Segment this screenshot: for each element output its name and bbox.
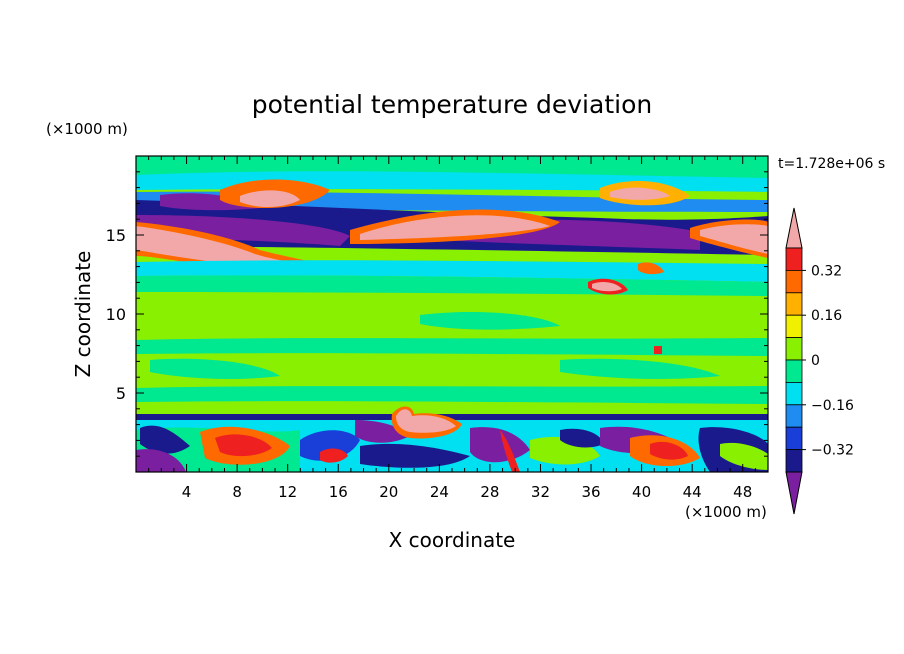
- time-label: t=1.728e+06 s: [778, 156, 885, 172]
- x-tick-label: 40: [632, 483, 651, 501]
- x-axis-label: X coordinate: [389, 528, 516, 552]
- x-tick-label: 12: [278, 483, 297, 501]
- chart-title: potential temperature deviation: [252, 90, 652, 119]
- x-tick-label: 28: [480, 483, 499, 501]
- y-axis: 5 10 15: [106, 171, 768, 457]
- y-unit-label: (×1000 m): [46, 120, 128, 138]
- colorbar-swatch: [785, 381, 803, 406]
- x-unit-label: (×1000 m): [685, 503, 767, 521]
- colorbar-label: −0.32: [811, 443, 854, 459]
- colorbar-swatch: [785, 292, 803, 316]
- x-tick-label: 20: [379, 483, 398, 501]
- colorbar-swatch: [785, 247, 803, 271]
- colorbar-label: 0: [811, 353, 820, 369]
- x-tick-label: 16: [329, 483, 348, 501]
- x-tick-label: 36: [581, 483, 600, 501]
- colorbar-swatch: [785, 337, 803, 361]
- colorbar-swatch: [785, 314, 803, 339]
- x-tick-label: 8: [232, 483, 242, 501]
- colorbar-max-triangle: [785, 207, 803, 249]
- colorbar-swatch: [785, 404, 803, 428]
- colorbar-swatch: [785, 359, 803, 383]
- x-tick-label: 32: [531, 483, 550, 501]
- x-tick-label: 4: [182, 483, 192, 501]
- y-tick-label: 5: [116, 384, 126, 403]
- y-axis-label: Z coordinate: [71, 251, 95, 378]
- colorbar-min-triangle: [785, 471, 803, 515]
- contour-field: [136, 156, 768, 472]
- colorbar-swatch: [785, 269, 803, 294]
- colorbar-label: 0.32: [811, 263, 842, 279]
- y-tick-label: 15: [106, 226, 126, 245]
- x-axis: 4 8 12 16 20 24 28 32 36 40 44 48: [148, 156, 756, 501]
- x-tick-label: 48: [733, 483, 752, 501]
- x-tick-label: 24: [430, 483, 449, 501]
- colorbar-label: −0.16: [811, 398, 854, 414]
- x-tick-label: 44: [683, 483, 702, 501]
- colorbar-label: 0.16: [811, 308, 842, 324]
- colorbar: 0.32 0.16 0 −0.16 −0.32: [785, 207, 854, 515]
- colorbar-swatch: [785, 426, 803, 451]
- colorbar-swatch: [785, 449, 803, 473]
- y-tick-label: 10: [106, 305, 126, 324]
